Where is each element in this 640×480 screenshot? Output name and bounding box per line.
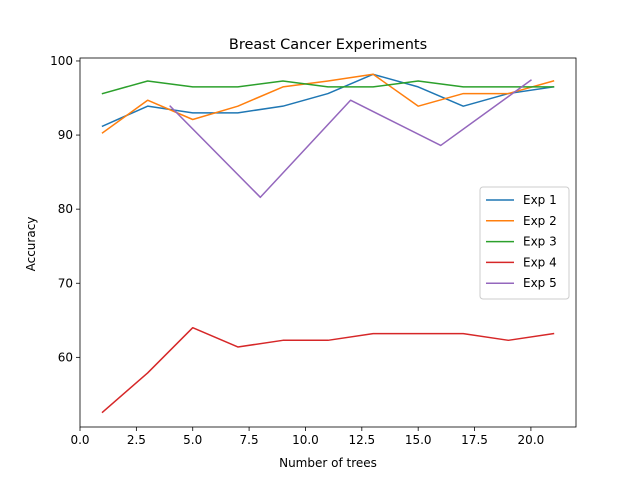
y-tick-label: 80 <box>58 202 73 216</box>
y-tick-label: 90 <box>58 128 73 142</box>
y-tick-label: 70 <box>58 276 73 290</box>
legend: Exp 1 Exp 2 Exp 3 Exp 4 Exp 5 <box>479 186 570 300</box>
x-tick-label: 5.0 <box>183 433 202 447</box>
x-axis: 0.0 2.5 5.0 7.5 10.0 12.5 15.0 17.5 20.0 <box>70 427 544 447</box>
series-line-exp-3 <box>101 80 555 95</box>
x-tick-label: 10.0 <box>292 433 319 447</box>
x-tick-label: 17.5 <box>461 433 488 447</box>
legend-label: Exp 5 <box>523 276 557 290</box>
x-tick-label: 15.0 <box>405 433 432 447</box>
series-line-exp-5 <box>169 79 532 199</box>
x-tick-label: 20.0 <box>518 433 545 447</box>
x-axis-label: Number of trees <box>279 456 377 470</box>
x-tick-label: 0.0 <box>70 433 89 447</box>
plot-area <box>101 73 555 414</box>
series-line-exp-1 <box>101 73 555 128</box>
y-axis-label: Accuracy <box>24 217 38 272</box>
x-tick-label: 12.5 <box>348 433 375 447</box>
x-tick-label: 7.5 <box>240 433 259 447</box>
legend-label: Exp 4 <box>523 255 557 269</box>
series-line-exp-4 <box>101 326 555 414</box>
y-axis: 60 70 80 90 100 <box>50 54 80 364</box>
legend-label: Exp 3 <box>523 235 557 249</box>
legend-box <box>479 186 570 300</box>
plot-frame <box>79 57 577 428</box>
x-tick-label: 2.5 <box>127 433 146 447</box>
y-tick-label: 60 <box>58 350 73 364</box>
legend-label: Exp 1 <box>523 193 557 207</box>
chart-title: Breast Cancer Experiments <box>229 37 427 53</box>
y-tick-label: 100 <box>50 54 73 68</box>
legend-label: Exp 2 <box>523 214 557 228</box>
